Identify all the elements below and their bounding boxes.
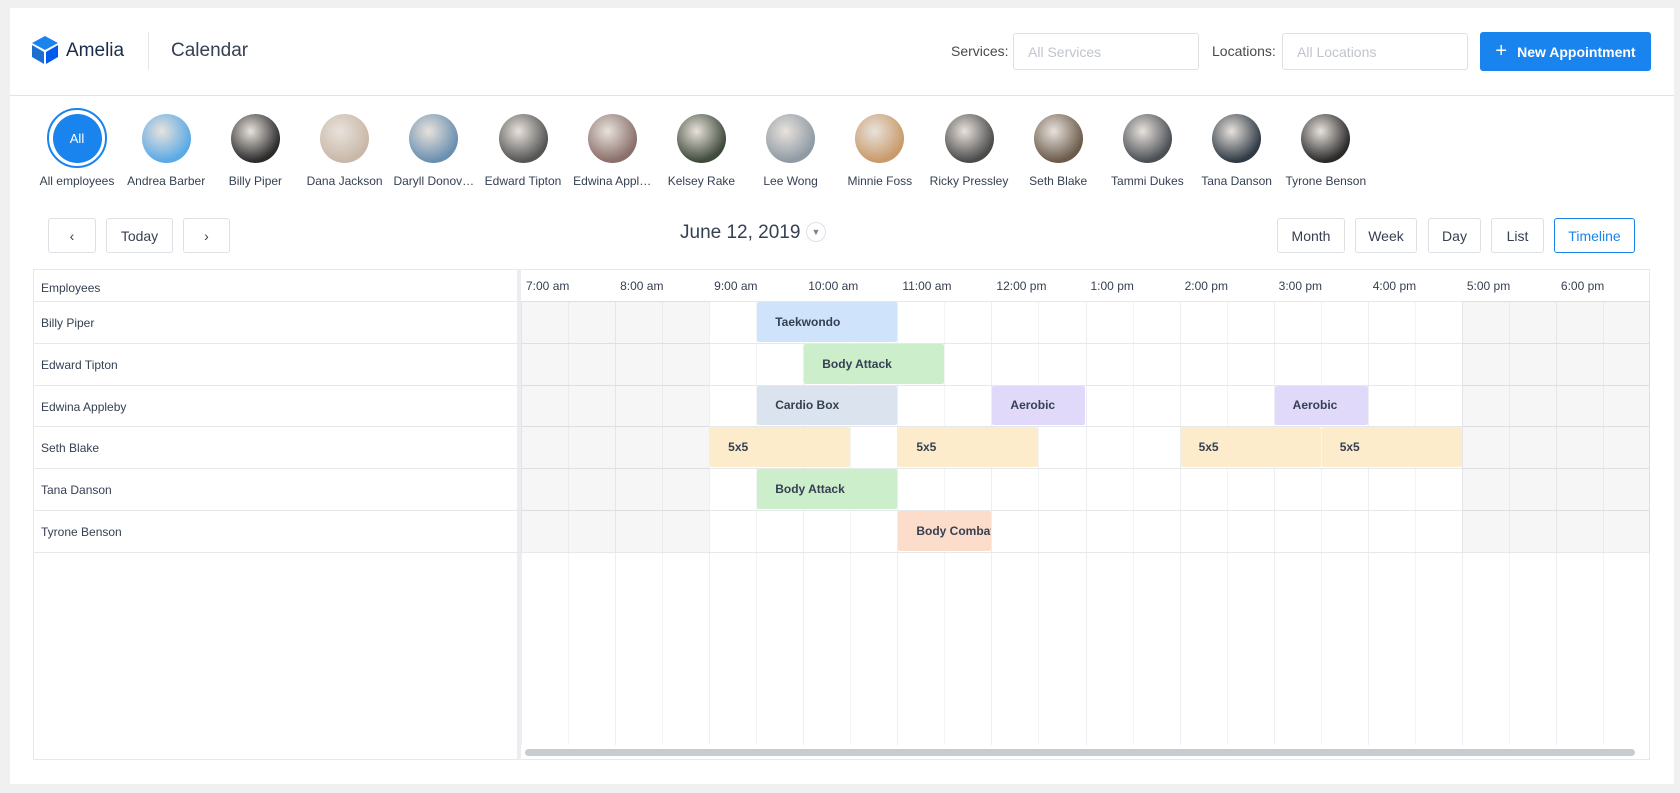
- view-button[interactable]: Month: [1277, 218, 1345, 253]
- logo-text: Amelia: [66, 40, 125, 61]
- avatar-ring[interactable]: [47, 108, 107, 168]
- services-label: Services:: [951, 43, 1009, 59]
- locations-label: Locations:: [1212, 43, 1276, 59]
- button-text: New Appointment: [1517, 43, 1636, 60]
- avatar[interactable]: [676, 114, 726, 163]
- avatar[interactable]: [409, 114, 459, 163]
- avatar[interactable]: [1033, 114, 1083, 163]
- services-placeholder: All Services: [1028, 43, 1102, 60]
- avatar[interactable]: [1301, 114, 1351, 163]
- appointment[interactable]: 5x5: [710, 427, 851, 468]
- services-select[interactable]: All Services: [1013, 33, 1199, 70]
- today-button[interactable]: Today: [106, 218, 173, 253]
- prev-button[interactable]: ‹: [48, 218, 96, 253]
- page-title: Calendar: [171, 40, 249, 61]
- avatar[interactable]: [855, 114, 905, 163]
- view-button[interactable]: Timeline: [1554, 218, 1635, 253]
- avatar[interactable]: [944, 114, 994, 163]
- avatar[interactable]: [1122, 114, 1172, 163]
- avatar[interactable]: [230, 114, 280, 163]
- locations-placeholder: All Locations: [1297, 43, 1377, 60]
- today-text: Today: [120, 227, 159, 244]
- date-dropdown[interactable]: ▼: [806, 222, 826, 242]
- appointment[interactable]: Taekwondo: [757, 302, 898, 342]
- locations-select[interactable]: All Locations: [1282, 33, 1468, 70]
- appointment[interactable]: 5x5: [1180, 427, 1321, 468]
- view-button[interactable]: List: [1491, 218, 1544, 253]
- appointment[interactable]: Body Combat: [898, 511, 992, 551]
- appointment[interactable]: Body Attack: [804, 343, 945, 384]
- avatar[interactable]: [587, 114, 637, 163]
- header-divider: [10, 95, 1674, 96]
- avatar[interactable]: [141, 114, 191, 163]
- logo-icon: [32, 36, 58, 64]
- appointment[interactable]: 5x5: [1321, 427, 1462, 468]
- avatar[interactable]: [766, 114, 816, 163]
- appointment[interactable]: Body Attack: [757, 469, 898, 509]
- next-button[interactable]: ›: [183, 218, 230, 253]
- divider: [148, 32, 149, 70]
- avatar[interactable]: [1212, 114, 1262, 163]
- view-button[interactable]: Week: [1355, 218, 1417, 253]
- view-button[interactable]: Day: [1428, 218, 1481, 253]
- appointment[interactable]: Aerobic: [1274, 385, 1368, 426]
- plus-icon: +: [1495, 40, 1508, 62]
- new-appointment-button[interactable]: + New Appointment: [1480, 32, 1651, 71]
- appointment[interactable]: Aerobic: [992, 385, 1086, 426]
- avatar[interactable]: [498, 114, 548, 163]
- appointment[interactable]: 5x5: [898, 427, 1039, 468]
- date-label: June 12, 2019: [680, 222, 801, 243]
- avatar[interactable]: [320, 114, 370, 163]
- appointment[interactable]: Cardio Box: [757, 385, 898, 426]
